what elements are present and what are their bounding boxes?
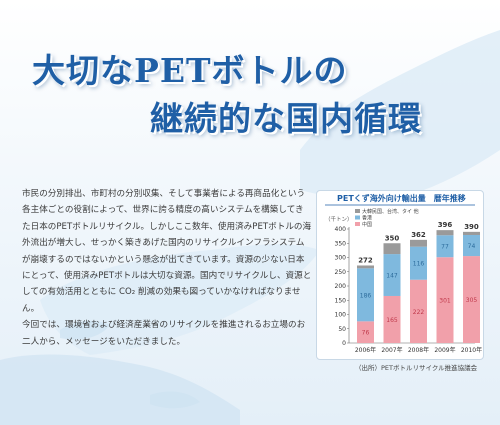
bar-value-label: 301 — [439, 298, 451, 305]
bar-segment — [436, 257, 454, 343]
legend-swatch — [355, 209, 360, 213]
title-line-2: 継続的な国内循環 — [150, 99, 422, 138]
y-tick-label: 100 — [335, 312, 347, 319]
bar-segment — [383, 243, 401, 255]
bar-segment — [436, 230, 454, 236]
bar-value-label: 147 — [386, 273, 398, 280]
bar-segment — [383, 254, 401, 296]
y-tick-label: 350 — [335, 240, 347, 247]
legend-swatch — [355, 222, 360, 226]
bar-segment — [463, 231, 480, 235]
legend-label: 中国 — [362, 221, 372, 228]
bar-segment — [357, 268, 374, 322]
chart-title: PETくず海外向け輸出量 暦年推移 — [337, 194, 466, 203]
y-tick-label: 50 — [338, 326, 346, 333]
bar-segment — [357, 321, 374, 343]
y-tick-label: 200 — [335, 283, 347, 290]
title-line-1: 大切なPETボトルの — [32, 51, 348, 90]
legend-label: 香港 — [362, 215, 372, 222]
bar-total-label: 396 — [438, 221, 453, 229]
y-tick-label: 250 — [335, 269, 347, 276]
bar-total-label: 362 — [411, 231, 426, 239]
bar-value-label: 305 — [466, 297, 478, 304]
bar-segment — [463, 234, 480, 257]
x-tick-label: 2009年 — [434, 346, 455, 354]
body-text: 市民の分別排出、市町村の分別収集、そして事業者による再商品化という各主体ごとの役… — [22, 186, 312, 350]
chart-source: （出所）PETボトルリサイクル推進協議会 — [355, 364, 478, 372]
bar-segment — [383, 295, 401, 343]
bar-segment — [357, 265, 374, 269]
bar-segment — [463, 256, 480, 343]
bar-segment — [410, 279, 427, 343]
x-tick-label: 2010年 — [461, 346, 482, 354]
x-tick-label: 2007年 — [381, 346, 402, 354]
legend-label: 大韓民国、台湾、タイ 他 — [362, 208, 419, 215]
bar-value-label: 77 — [441, 244, 449, 251]
bar-total-label: 350 — [385, 234, 400, 242]
y-axis-label: （千トン） — [325, 215, 353, 223]
x-tick-label: 2006年 — [355, 346, 376, 354]
body-paragraph-2: 今回では、環境省および経済産業省のリサイクルを推進されるお立場のお二人から、メッ… — [22, 320, 306, 347]
bar-segment — [410, 239, 427, 247]
bar-value-label: 74 — [468, 243, 476, 250]
y-tick-label: 300 — [335, 255, 347, 262]
stacked-bar-chart: （千トン） 0 50 100 150 200 250 300 350 400 大韓民国、台湾、タイ … — [325, 204, 482, 354]
bar-value-label: 186 — [360, 292, 372, 299]
body-paragraph-1: 市民の分別排出、市町村の分別収集、そして事業者による再商品化という各主体ごとの役… — [22, 189, 312, 314]
bar-total-label: 390 — [464, 223, 479, 231]
bar-value-label: 165 — [386, 317, 398, 324]
bar-segment — [410, 246, 427, 280]
chart-panel: PETくず海外向け輸出量 暦年推移 （千トン） 0 50 100 150 200 250 30… — [316, 190, 484, 360]
x-tick-label: 2008年 — [408, 346, 429, 354]
bar-value-label: 76 — [362, 330, 370, 337]
y-tick-label: 400 — [335, 226, 347, 233]
y-tick-label: 150 — [335, 297, 347, 304]
bar-value-label: 116 — [413, 261, 425, 268]
bar-value-label: 222 — [413, 309, 425, 316]
legend-swatch — [355, 215, 360, 220]
y-tick-label: 0 — [342, 340, 346, 347]
bar-total-label: 272 — [358, 256, 373, 264]
bar-segment — [436, 235, 454, 258]
